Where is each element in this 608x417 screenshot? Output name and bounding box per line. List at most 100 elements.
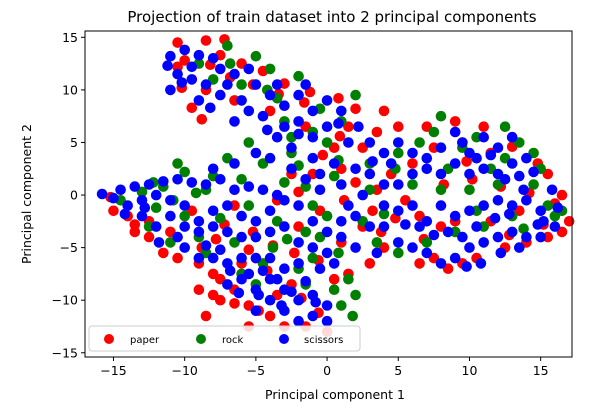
point-scissors-10: [193, 95, 205, 106]
point-scissors-210: [243, 268, 255, 280]
point-scissors-31: [336, 179, 347, 190]
point-scissors-93: [193, 216, 205, 227]
point-paper-13: [350, 103, 361, 115]
point-scissors-187: [504, 208, 515, 220]
point-rock-85: [190, 187, 202, 199]
point-scissors-212: [271, 273, 283, 285]
point-scissors-66: [521, 195, 532, 206]
points-layer: [96, 34, 575, 338]
point-scissors-134: [279, 263, 290, 275]
point-scissors-53: [393, 179, 404, 190]
point-scissors-105: [172, 174, 183, 185]
point-paper-40: [407, 158, 418, 169]
point-scissors-192: [428, 229, 440, 241]
point-rock-4: [293, 70, 304, 82]
point-scissors-63: [478, 200, 490, 211]
point-scissors-144: [307, 310, 319, 322]
point-scissors-207: [200, 240, 212, 251]
point-rock-35: [350, 289, 361, 301]
point-rock-75: [321, 137, 333, 148]
point-rock-36: [336, 300, 347, 311]
point-scissors-113: [136, 210, 148, 222]
point-scissors-152: [336, 231, 347, 243]
point-scissors-206: [172, 231, 183, 243]
ticks-layer: −15 −10 −5 0 5 10 15 −15 −10 −5 0 5 10 15: [52, 30, 549, 378]
point-scissors-167: [222, 79, 233, 90]
point-scissors-50: [435, 168, 447, 180]
point-scissors-216: [276, 300, 287, 311]
point-paper-112: [334, 130, 346, 142]
point-scissors-103: [143, 179, 155, 190]
point-scissors-21: [279, 121, 290, 132]
point-scissors-23: [307, 131, 319, 143]
point-paper-15: [371, 126, 383, 138]
point-scissors-90: [236, 210, 247, 222]
point-rock-67: [464, 184, 475, 196]
point-rock-28: [300, 226, 312, 238]
point-paper-20: [367, 205, 378, 217]
point-rock-73: [236, 79, 247, 90]
point-paper-5: [186, 102, 198, 114]
point-rock-82: [333, 247, 344, 259]
x-tick-label: 15: [533, 363, 549, 378]
point-paper-78: [210, 233, 222, 245]
point-scissors-6: [172, 68, 183, 80]
point-scissors-108: [215, 174, 226, 185]
point-scissors-16: [293, 89, 304, 101]
point-rock-29: [321, 210, 333, 222]
point-scissors-61: [449, 210, 461, 222]
point-scissors-34: [378, 147, 390, 159]
point-rock-88: [307, 200, 319, 211]
point-rock-63: [421, 237, 433, 248]
point-scissors-39: [449, 126, 461, 138]
point-scissors-20: [257, 110, 269, 122]
point-paper-77: [243, 244, 255, 255]
point-scissors-64: [492, 195, 504, 206]
point-scissors-29: [271, 131, 283, 143]
point-scissors-162: [229, 158, 240, 169]
point-scissors-213: [286, 286, 297, 298]
point-scissors-169: [162, 60, 173, 71]
point-scissors-214: [300, 276, 312, 287]
point-scissors-155: [357, 189, 369, 201]
point-paper-58: [193, 284, 205, 296]
point-scissors-91: [222, 200, 233, 211]
point-scissors-197: [552, 202, 564, 213]
point-rock-78: [267, 242, 279, 253]
point-scissors-74: [464, 242, 475, 253]
point-scissors-129: [207, 252, 219, 264]
point-scissors-109: [229, 184, 240, 196]
point-scissors-62: [464, 205, 475, 217]
point-scissors-120: [236, 231, 247, 243]
point-scissors-161: [250, 147, 262, 159]
point-scissors-60: [435, 200, 447, 211]
point-scissors-94: [179, 200, 190, 211]
point-paper-91: [449, 116, 461, 127]
point-scissors-196: [546, 184, 558, 196]
point-rock-18: [172, 158, 183, 169]
point-scissors-13: [250, 79, 262, 90]
point-scissors-25: [343, 137, 354, 148]
point-scissors-201: [475, 258, 487, 269]
point-scissors-8: [200, 79, 212, 90]
legend-label-scissors: scissors: [304, 335, 343, 346]
y-tick-label: 5: [70, 135, 78, 150]
point-rock-96: [224, 58, 236, 69]
point-paper-1: [200, 35, 212, 46]
point-scissors-92: [207, 205, 219, 217]
point-rock-37: [347, 310, 359, 322]
point-scissors-42: [492, 142, 504, 153]
point-rock-17: [179, 166, 190, 178]
point-scissors-44: [521, 152, 532, 164]
point-paper-3: [172, 61, 183, 73]
point-scissors-153: [350, 242, 361, 253]
x-tick-label: 0: [323, 363, 331, 378]
x-tick-label: 5: [394, 363, 402, 378]
point-paper-7: [196, 114, 208, 125]
point-rock-76: [243, 137, 255, 148]
point-rock-13: [300, 181, 312, 192]
point-scissors-215: [310, 297, 322, 308]
point-scissors-166: [243, 63, 255, 75]
point-scissors-26: [286, 142, 297, 153]
